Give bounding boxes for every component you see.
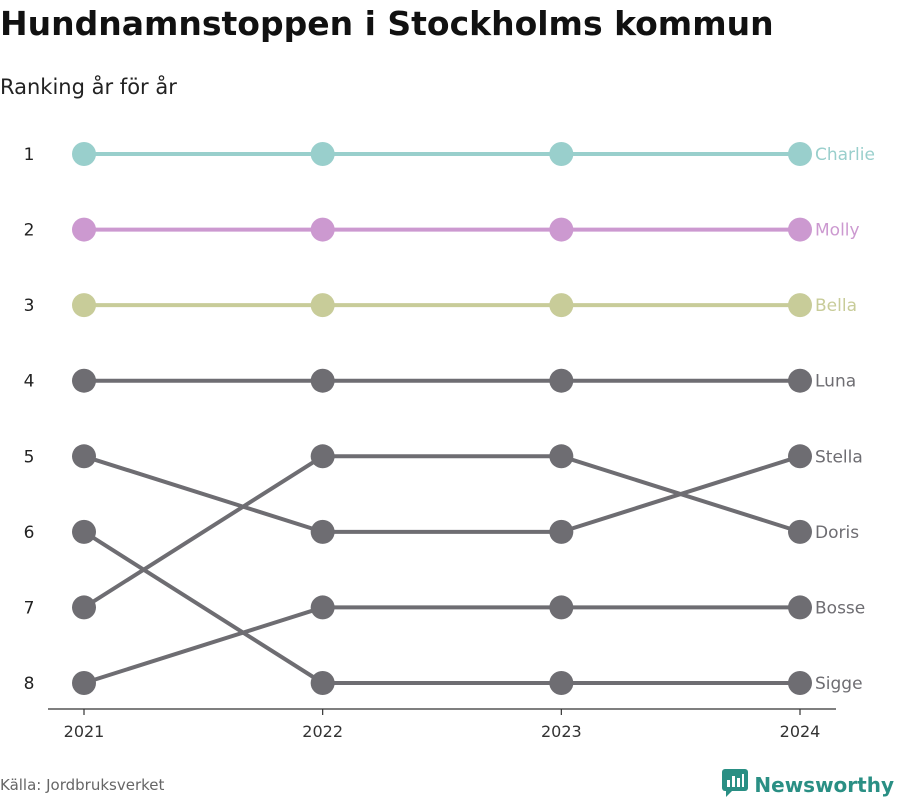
point-luna-2023 [549,368,574,393]
series-label-sigge: Sigge [815,674,863,694]
point-doris-2023 [549,444,574,469]
y-tick-label-2: 2 [24,221,35,241]
point-stella-2023 [549,519,574,544]
point-charlie-2023 [549,142,574,166]
point-stella-2022 [310,519,335,544]
point-stella-2021 [72,444,96,469]
point-molly-2024 [788,217,812,242]
point-bella-2022 [310,293,335,318]
point-doris-2024 [788,519,812,544]
source-note: Källa: Jordbruksverket [0,776,165,794]
series-sigge: Sigge [72,519,863,695]
y-tick-label-3: 3 [24,296,35,316]
point-sigge-2024 [788,671,812,695]
series-label-stella: Stella [815,447,863,467]
point-bosse-2024 [788,595,812,620]
y-tick-label-6: 6 [24,523,35,543]
point-doris-2021 [72,595,96,620]
newsworthy-logo-icon [722,769,749,801]
brand-logo[interactable]: Newsworthy [722,769,894,801]
point-bosse-2021 [72,671,96,695]
chart-title: Hundnamnstoppen i Stockholms kommun [0,4,774,43]
point-stella-2024 [788,444,812,469]
point-sigge-2022 [310,671,335,695]
point-charlie-2024 [788,142,812,166]
series-label-bosse: Bosse [815,598,865,618]
chart-subtitle: Ranking år för år [0,75,177,99]
series-label-luna: Luna [815,372,856,392]
series-bosse: Bosse [72,595,865,695]
series-label-charlie: Charlie [815,145,875,165]
point-molly-2021 [72,217,96,242]
y-tick-label-4: 4 [24,372,35,392]
x-tick-label-2023: 2023 [541,722,582,741]
series-line-doris [82,454,802,610]
point-doris-2022 [310,444,335,469]
point-luna-2021 [72,368,96,393]
point-luna-2024 [788,368,812,393]
series-charlie: Charlie [72,142,875,166]
series-label-molly: Molly [815,221,860,241]
point-bella-2023 [549,293,574,318]
point-bosse-2022 [310,595,335,620]
brand-name: Newsworthy [754,773,894,797]
series-line-sigge [82,529,802,685]
point-molly-2023 [549,217,574,242]
y-tick-label-1: 1 [24,145,35,165]
point-bosse-2023 [549,595,574,620]
x-tick-label-2021: 2021 [64,722,105,741]
series-doris: Doris [72,444,859,620]
series-bella: Bella [72,293,857,318]
x-tick-label-2024: 2024 [780,722,821,741]
point-sigge-2023 [549,671,574,695]
point-charlie-2022 [310,142,335,166]
series-label-bella: Bella [815,296,857,316]
point-sigge-2021 [72,519,96,544]
series-stella: Stella [72,444,863,544]
series-label-doris: Doris [815,523,859,543]
point-bella-2024 [788,293,812,318]
point-bella-2021 [72,293,96,318]
y-tick-label-7: 7 [24,598,35,618]
point-luna-2022 [310,368,335,393]
series-luna: Luna [72,368,856,393]
y-tick-label-5: 5 [24,447,35,467]
point-molly-2022 [310,217,335,242]
series-line-bosse [82,605,802,685]
series-line-stella [82,454,802,534]
y-tick-label-8: 8 [24,674,35,694]
series-molly: Molly [72,217,860,242]
point-charlie-2021 [72,142,96,166]
x-tick-label-2022: 2022 [302,722,343,741]
